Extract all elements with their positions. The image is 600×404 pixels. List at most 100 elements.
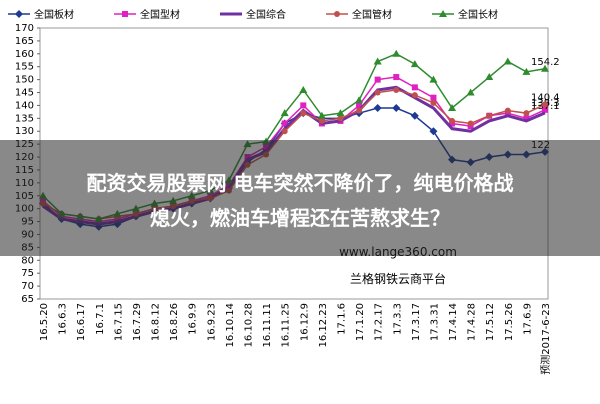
- x-tick-label: 17.3.17: [411, 303, 422, 341]
- marker: [430, 94, 437, 101]
- marker: [334, 11, 340, 17]
- x-tick-label: 16.9.23: [206, 303, 217, 341]
- x-tick-label: 16.9.9: [188, 303, 199, 335]
- marker: [523, 110, 530, 117]
- x-tick-label: 17.1.6: [336, 303, 347, 335]
- overlay-text: 配资交易股票网 电车突然不降价了，纯电价格战: [87, 171, 514, 195]
- y-tick-label: 150: [15, 75, 34, 86]
- marker: [280, 109, 289, 117]
- x-tick-label: 16.8.26: [169, 303, 180, 341]
- marker: [281, 128, 288, 135]
- marker: [503, 57, 512, 65]
- x-tick-label: 16.11.11: [262, 303, 273, 348]
- marker: [392, 104, 401, 113]
- y-tick-label: 70: [21, 281, 34, 292]
- x-tick-label: 16.11.25: [281, 303, 292, 348]
- marker: [410, 111, 419, 120]
- x-tick-label: 预测2017-6-23: [539, 303, 552, 375]
- x-tick-label: 17.6.9: [522, 303, 533, 335]
- y-tick-label: 160: [15, 49, 34, 60]
- marker: [318, 117, 325, 124]
- y-tick-label: 170: [15, 23, 34, 34]
- marker: [467, 120, 474, 127]
- legend-label: 全国综合: [246, 8, 286, 21]
- marker: [122, 11, 128, 17]
- marker: [523, 115, 530, 122]
- marker: [430, 99, 437, 106]
- marker: [336, 109, 345, 117]
- data-label: 140.4: [531, 92, 560, 103]
- marker: [337, 115, 344, 122]
- y-tick-label: 135: [15, 113, 34, 124]
- marker: [439, 10, 447, 17]
- x-tick-label: 16.10.14: [225, 303, 236, 348]
- marker: [317, 111, 326, 119]
- overlay-text: 熄火，燃油车增程还在苦熬求生？: [150, 206, 450, 230]
- legend-label: 全国板材: [34, 8, 74, 21]
- marker: [504, 107, 511, 114]
- marker: [15, 10, 23, 18]
- marker: [486, 112, 493, 119]
- y-tick-label: 80: [21, 255, 34, 266]
- marker: [466, 88, 475, 96]
- marker: [373, 104, 382, 113]
- y-tick-label: 140: [15, 100, 34, 111]
- marker: [300, 110, 307, 117]
- marker: [449, 117, 456, 124]
- marker: [542, 106, 548, 113]
- y-tick-label: 130: [15, 126, 34, 137]
- marker: [393, 74, 400, 81]
- y-tick-label: 145: [15, 88, 34, 99]
- x-tick-label: 16.6.17: [76, 303, 87, 341]
- legend-label: 全国型材: [140, 8, 180, 21]
- x-tick-label: 16.6.3: [58, 303, 69, 335]
- marker: [393, 86, 400, 93]
- marker: [429, 127, 438, 136]
- y-tick-label: 75: [21, 268, 34, 279]
- x-tick-label: 16.12.9: [299, 303, 310, 341]
- legend-label: 全国长材: [458, 8, 498, 21]
- x-tick-label: 17.4.14: [448, 303, 459, 341]
- marker: [411, 84, 418, 91]
- x-tick-label: 17.5.26: [504, 303, 515, 341]
- marker: [374, 76, 381, 83]
- marker: [299, 85, 308, 93]
- x-tick-label: 17.3.3: [392, 303, 403, 335]
- marker: [485, 73, 494, 81]
- y-tick-label: 65: [21, 294, 34, 305]
- marker: [410, 60, 419, 68]
- data-label: 154.2: [531, 57, 560, 68]
- x-tick-label: 16.5.20: [39, 303, 50, 341]
- marker: [411, 92, 418, 99]
- y-tick-label: 165: [15, 36, 34, 47]
- x-tick-label: 16.7.29: [132, 303, 143, 341]
- x-tick-label: 16.10.28: [244, 303, 255, 348]
- marker: [542, 101, 548, 108]
- x-tick-label: 17.2.17: [374, 303, 385, 341]
- x-tick-label: 17.3.31: [429, 303, 440, 341]
- x-tick-label: 17.1.20: [355, 303, 366, 341]
- marker: [373, 57, 382, 65]
- x-tick-label: 17.5.12: [485, 303, 496, 341]
- marker: [448, 104, 457, 112]
- x-tick-label: 16.7.15: [113, 303, 124, 341]
- x-tick-label: 16.12.23: [318, 303, 329, 348]
- legend-label: 全国管材: [352, 8, 392, 21]
- watermark: 兰格钢铁云商平台: [350, 271, 446, 286]
- marker: [429, 75, 438, 83]
- x-tick-label: 16.8.12: [151, 303, 162, 341]
- marker: [300, 102, 307, 109]
- marker: [541, 64, 549, 72]
- marker: [281, 120, 288, 127]
- marker: [355, 96, 364, 104]
- marker: [392, 49, 401, 57]
- marker: [374, 89, 381, 96]
- overlay-band: [0, 140, 600, 256]
- marker: [356, 107, 363, 114]
- marker: [356, 102, 363, 109]
- x-tick-label: 16.7.1: [95, 303, 106, 335]
- marker: [522, 67, 531, 75]
- y-tick-label: 155: [15, 62, 34, 73]
- x-tick-label: 17.4.28: [467, 303, 478, 341]
